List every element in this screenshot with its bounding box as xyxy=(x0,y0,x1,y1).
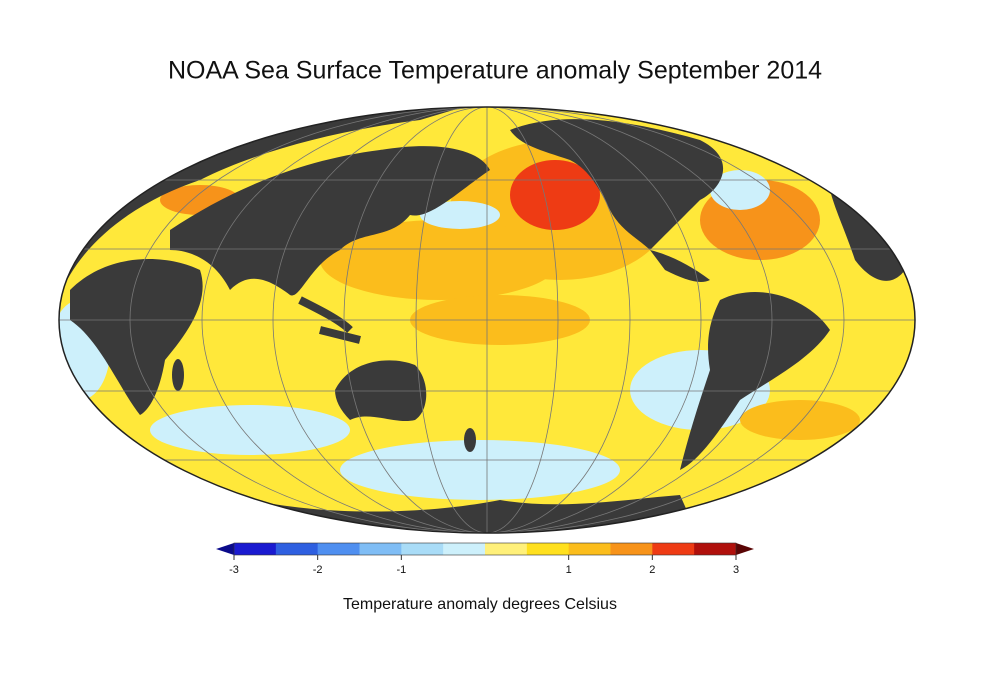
colorbar-under-arrow xyxy=(216,543,234,555)
colorbar-segment xyxy=(359,543,402,555)
colorbar-tick-label: -1 xyxy=(396,564,406,576)
map xyxy=(59,107,915,533)
title: NOAA Sea Surface Temperature anomaly Sep… xyxy=(168,57,822,85)
colorbar-segment xyxy=(275,543,319,555)
colorbar-segment xyxy=(652,543,695,555)
colorbar-label: Temperature anomaly degrees Celsius xyxy=(343,596,617,613)
colorbar-over-arrow xyxy=(736,543,754,555)
colorbar-tick-label: -2 xyxy=(313,564,323,576)
colorbar-tick-label: 1 xyxy=(566,564,572,576)
colorbar-tick-label: 3 xyxy=(733,564,739,576)
colorbar-segment xyxy=(694,543,737,555)
globe-outline xyxy=(58,106,916,534)
colorbar-segment xyxy=(610,543,653,555)
colorbar-segment xyxy=(526,543,570,555)
colorbar-segment xyxy=(234,543,277,555)
colorbar: -3 -2 -1 1 2 3 xyxy=(216,542,754,576)
colorbar-segment xyxy=(443,543,486,555)
colorbar-segment xyxy=(401,543,444,555)
colorbar-segment xyxy=(317,543,360,555)
colorbar-segment xyxy=(568,543,611,555)
colorbar-segment xyxy=(485,543,528,555)
colorbar-tick-label: 2 xyxy=(649,564,655,576)
colorbar-frame xyxy=(233,542,737,556)
colorbar-tick-label: -3 xyxy=(229,564,239,576)
